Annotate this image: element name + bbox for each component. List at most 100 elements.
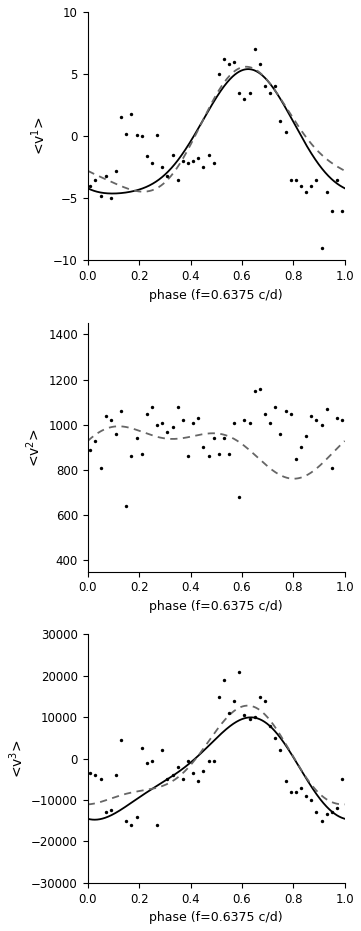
- Point: [103, 409, 109, 424]
- Point: [211, 156, 217, 171]
- Point: [236, 490, 242, 505]
- Point: [118, 733, 124, 748]
- Point: [288, 784, 293, 799]
- Point: [303, 789, 309, 803]
- Point: [200, 763, 206, 778]
- Point: [149, 399, 155, 414]
- Y-axis label: <v$^3$>: <v$^3$>: [7, 739, 26, 778]
- Point: [226, 447, 232, 462]
- Point: [195, 774, 201, 789]
- Point: [185, 449, 191, 464]
- Point: [134, 128, 139, 142]
- Point: [87, 442, 93, 457]
- Point: [283, 404, 288, 419]
- Point: [206, 147, 212, 162]
- Point: [87, 179, 93, 194]
- X-axis label: phase (f=0.6375 c/d): phase (f=0.6375 c/d): [149, 289, 283, 302]
- Point: [242, 412, 247, 427]
- Point: [216, 67, 222, 82]
- Point: [308, 792, 314, 807]
- Point: [288, 406, 293, 421]
- Point: [98, 188, 104, 203]
- Point: [154, 817, 160, 832]
- Point: [159, 415, 165, 430]
- Point: [195, 151, 201, 166]
- Point: [92, 172, 98, 187]
- Point: [303, 184, 309, 199]
- Point: [247, 86, 253, 101]
- Point: [329, 460, 335, 475]
- Point: [165, 772, 170, 787]
- Point: [314, 805, 319, 820]
- Point: [92, 768, 98, 783]
- Point: [298, 440, 304, 455]
- Point: [108, 803, 114, 817]
- Point: [185, 753, 191, 768]
- Point: [236, 664, 242, 679]
- Point: [113, 164, 119, 179]
- Point: [339, 412, 345, 427]
- Point: [206, 753, 212, 768]
- Point: [303, 428, 309, 443]
- Point: [252, 384, 258, 398]
- Point: [257, 57, 263, 72]
- Point: [283, 774, 288, 789]
- Point: [154, 417, 160, 432]
- Point: [247, 712, 253, 727]
- Point: [144, 149, 150, 164]
- Point: [231, 694, 237, 708]
- Point: [165, 425, 170, 439]
- X-axis label: phase (f=0.6375 c/d): phase (f=0.6375 c/d): [149, 600, 283, 613]
- Point: [98, 772, 104, 787]
- Point: [308, 179, 314, 194]
- Point: [314, 172, 319, 187]
- Point: [216, 447, 222, 462]
- Point: [262, 79, 268, 94]
- Point: [273, 399, 278, 414]
- Point: [278, 743, 283, 758]
- Point: [231, 54, 237, 69]
- Point: [339, 772, 345, 787]
- Point: [190, 154, 196, 169]
- Point: [257, 381, 263, 396]
- Point: [144, 755, 150, 770]
- Point: [118, 404, 124, 419]
- Point: [98, 460, 104, 475]
- Point: [123, 127, 129, 142]
- Point: [92, 433, 98, 448]
- Point: [134, 809, 139, 824]
- Point: [242, 91, 247, 106]
- Point: [139, 447, 144, 462]
- Point: [200, 440, 206, 455]
- Y-axis label: <v$^1$>: <v$^1$>: [29, 116, 48, 155]
- Point: [339, 203, 345, 218]
- Point: [159, 743, 165, 758]
- Point: [298, 179, 304, 194]
- Point: [329, 203, 335, 218]
- Point: [118, 110, 124, 125]
- Point: [334, 411, 340, 425]
- Point: [252, 42, 258, 57]
- Point: [221, 672, 227, 687]
- Point: [231, 415, 237, 430]
- Point: [87, 765, 93, 780]
- Point: [226, 706, 232, 721]
- Point: [319, 417, 325, 432]
- Y-axis label: <v$^2$>: <v$^2$>: [24, 428, 43, 466]
- Point: [165, 169, 170, 183]
- Point: [129, 817, 134, 832]
- Point: [324, 807, 330, 822]
- Point: [221, 52, 227, 67]
- Point: [226, 57, 232, 72]
- Point: [185, 156, 191, 171]
- Point: [324, 184, 330, 199]
- Point: [278, 114, 283, 128]
- Point: [139, 128, 144, 143]
- Point: [319, 240, 325, 255]
- Point: [211, 431, 217, 446]
- Point: [288, 172, 293, 187]
- X-axis label: phase (f=0.6375 c/d): phase (f=0.6375 c/d): [149, 911, 283, 924]
- Point: [103, 805, 109, 820]
- Point: [195, 411, 201, 425]
- Point: [144, 406, 150, 421]
